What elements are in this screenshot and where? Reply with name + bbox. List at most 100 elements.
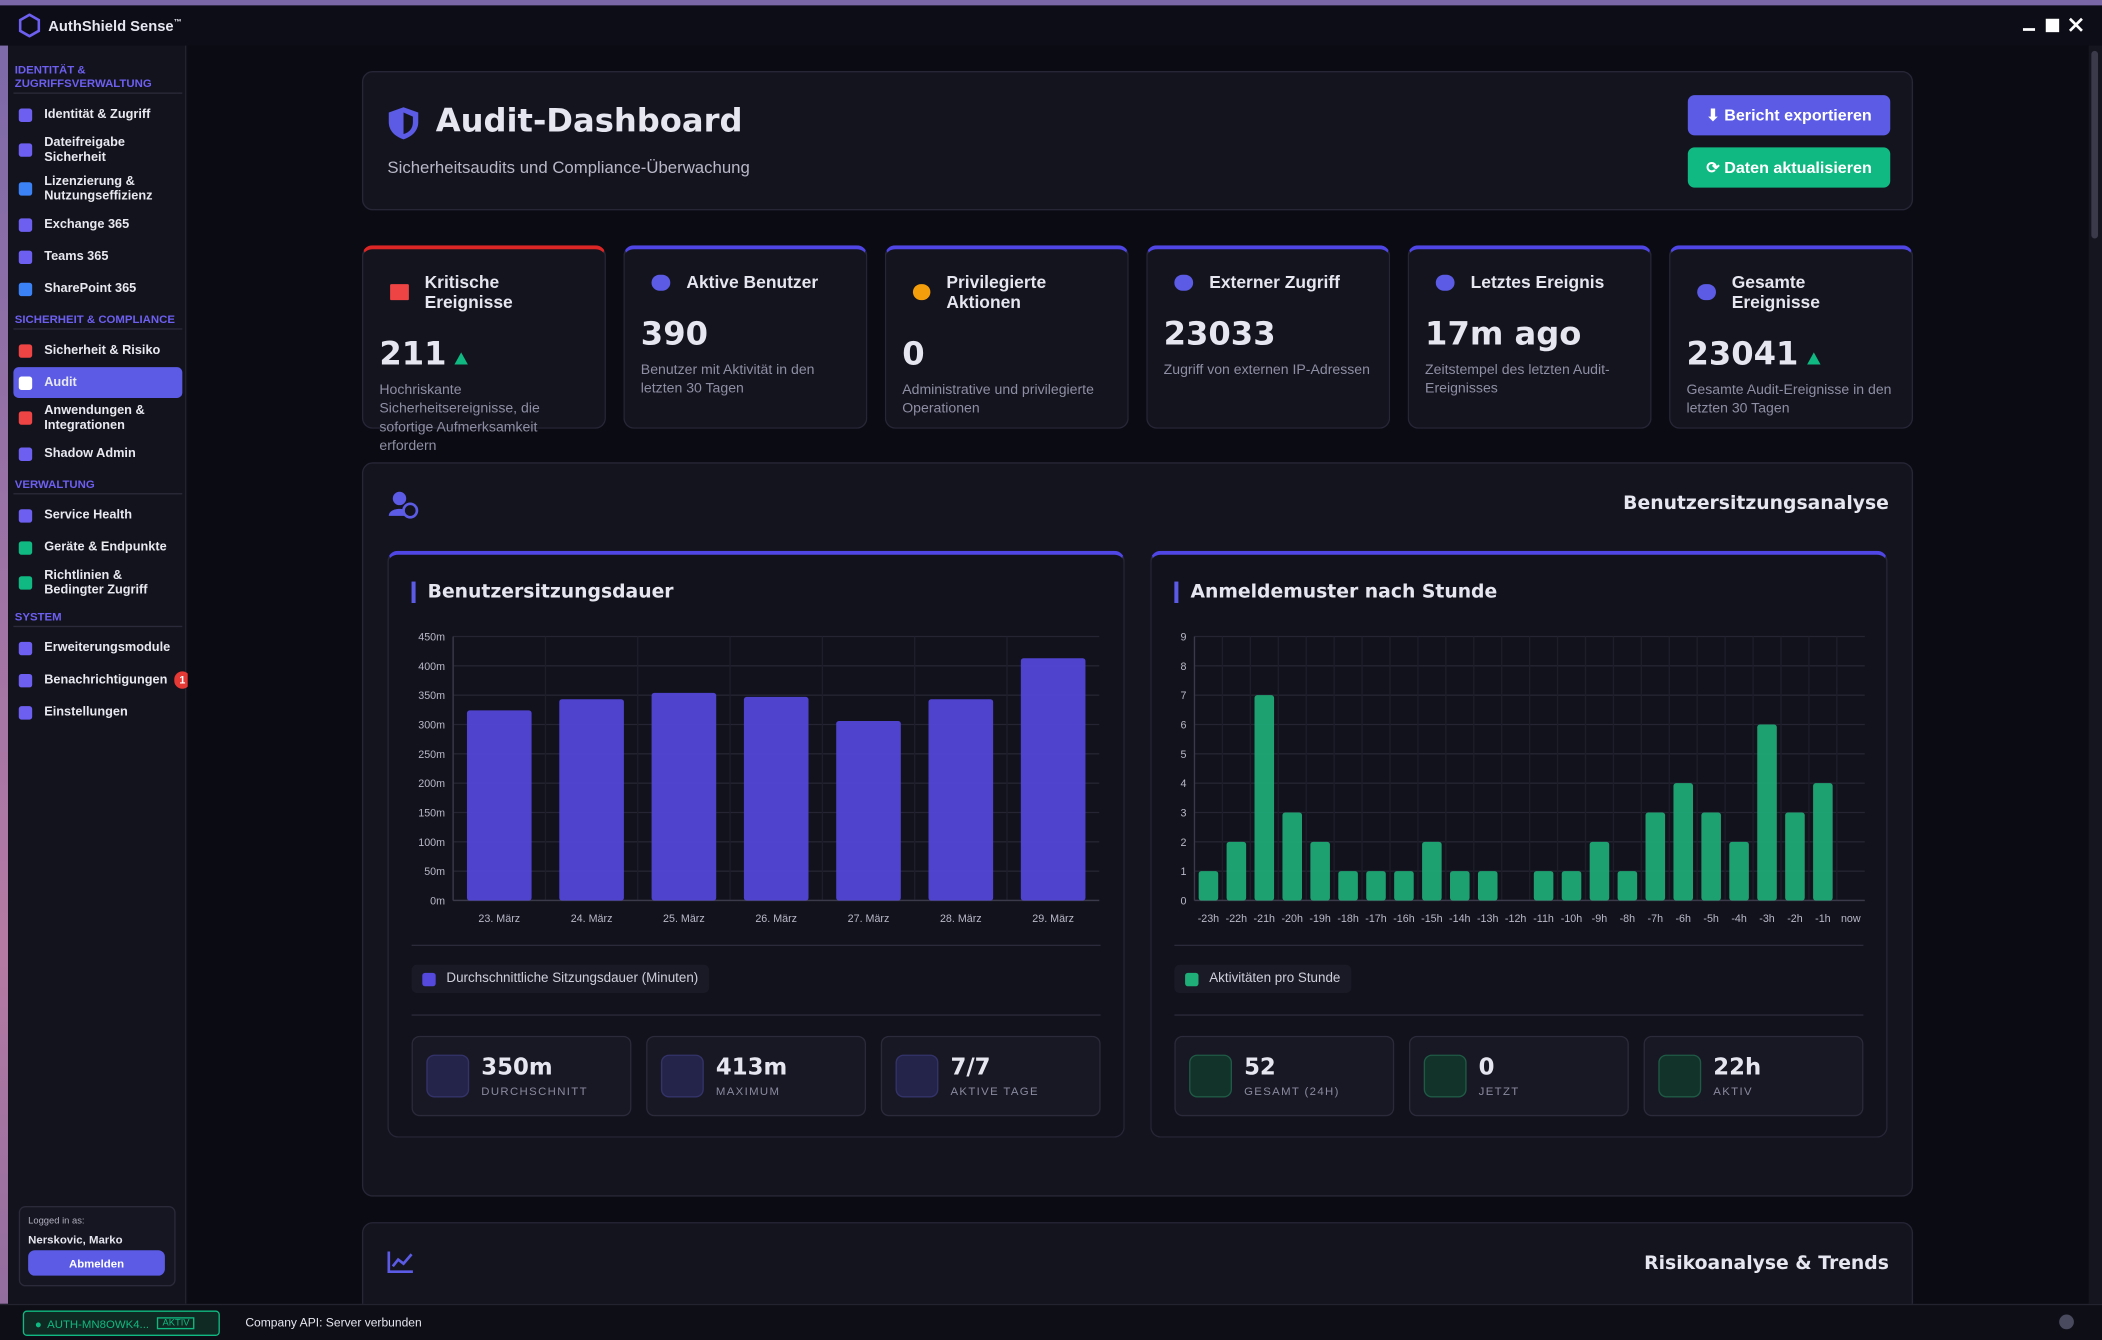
sidebar-section-title: VERWALTUNG — [13, 477, 183, 495]
sidebar-item[interactable]: Geräte & Endpunkte — [13, 532, 182, 563]
sidebar-icon — [18, 182, 33, 196]
sidebar-item[interactable]: Audit — [13, 367, 183, 398]
sidebar-item[interactable]: Exchange 365 — [13, 209, 182, 240]
bar — [743, 696, 809, 901]
bar — [1422, 841, 1442, 901]
sidebar-item[interactable]: SharePoint 365 — [13, 273, 182, 304]
header-card: Audit-Dashboard Sicherheitsaudits und Co… — [361, 71, 1914, 211]
x-tick-label: 27. März — [848, 913, 890, 925]
sidebar-icon — [18, 143, 33, 157]
bar — [1533, 871, 1554, 901]
y-tick-label: 5 — [1180, 749, 1186, 761]
trend-up-icon — [1806, 352, 1820, 365]
sidebar-item[interactable]: Anwendungen & Integrationen — [13, 399, 182, 437]
refresh-button[interactable]: ⟳ Daten aktualisieren — [1687, 147, 1891, 188]
bar — [466, 710, 532, 901]
app-name-text: AuthShield Sense — [48, 18, 174, 35]
legend-item[interactable]: Aktivitäten pro Stunde — [1174, 964, 1352, 993]
sidebar-item[interactable]: Dateifreigabe Sicherheit — [13, 131, 182, 169]
chart-card: Benutzersitzungsdauer 0m 50m 100m 150m 200m 25… — [387, 550, 1125, 1138]
sidebar-icon — [18, 641, 33, 655]
window-controls[interactable] — [2019, 16, 2086, 35]
y-tick-label: 9 — [1180, 632, 1186, 644]
button-label: Bericht exportieren — [1724, 105, 1872, 125]
scrollbar-thumb[interactable] — [2091, 50, 2099, 239]
sidebar-item[interactable]: Einstellungen — [13, 697, 182, 728]
button-label: Daten aktualisieren — [1724, 158, 1872, 177]
legend-item[interactable]: Durchschnittliche Sitzungsdauer (Minuten… — [411, 964, 710, 993]
instance-id: AUTH-MN8OWK4... — [47, 1316, 150, 1330]
notification-badge: 1 — [174, 671, 191, 689]
sidebar-item[interactable]: Service Health — [13, 500, 182, 531]
bar — [559, 699, 624, 901]
bar — [1477, 871, 1498, 901]
bar — [651, 692, 717, 901]
x-tick-label: 28. März — [940, 913, 982, 925]
sidebar-section-title: SICHERHEIT & COMPLIANCE — [13, 312, 183, 330]
x-tick-label: -19h — [1309, 913, 1330, 925]
x-tick-label: -13h — [1477, 913, 1498, 925]
x-tick-label: -12h — [1505, 913, 1526, 925]
trademark: ™ — [173, 19, 182, 28]
info-icon[interactable] — [2059, 1314, 2074, 1330]
kpi-label-text: Letztes Ereignis — [1470, 272, 1605, 293]
section-title: Risikoanalyse & Trends — [1644, 1252, 1889, 1275]
sidebar-item[interactable]: Sicherheit & Risiko — [13, 335, 182, 366]
stat-label: GESAMT (24H) — [1244, 1084, 1340, 1098]
kpi-label: Privilegierte Aktionen — [902, 272, 1111, 312]
sidebar-item-label: Benachrichtigungen — [44, 672, 168, 688]
stat-icon — [1189, 1054, 1233, 1098]
y-tick-label: 200m — [418, 778, 445, 790]
chart-card: Anmeldemuster nach Stunde 0 1 2 3 4 5 6 7 8 9 -23h -… — [1150, 550, 1888, 1138]
stat-box: 0 JETZT — [1408, 1035, 1629, 1117]
sidebar-item[interactable]: Erweiterungsmodule — [13, 632, 182, 663]
user-box: Logged in as: Nerskovic, Marko Abmelden — [18, 1206, 176, 1287]
y-tick-label: 4 — [1180, 778, 1186, 790]
sidebar-item-label: Identität & Zugriff — [44, 107, 151, 122]
sidebar-item[interactable]: Teams 365 — [13, 241, 182, 272]
bar — [1785, 812, 1805, 901]
y-tick-label: 8 — [1180, 661, 1186, 673]
x-tick-label: -11h — [1533, 913, 1554, 925]
trend-up-icon — [454, 352, 469, 365]
api-status: Company API: Server verbunden — [245, 1315, 422, 1330]
bar — [928, 699, 994, 901]
sidebar-item-label: Richtlinien & Bedingter Zugriff — [44, 568, 148, 598]
chart: 0m 50m 100m 150m 200m 250m 300m 350m 400m 450m 23.… — [418, 632, 1100, 925]
sidebar-item[interactable]: Lizenzierung & Nutzungseffizienz — [13, 170, 182, 208]
stat-box: 22h AKTIV — [1643, 1035, 1864, 1117]
sidebar-item-label: SharePoint 365 — [44, 281, 137, 297]
stat-text: 7/7 AKTIVE TAGE — [950, 1055, 1038, 1098]
scrollbar[interactable] — [2088, 45, 2102, 1304]
y-tick-label: 300m — [418, 720, 445, 732]
kpi-value: 0 — [902, 335, 1111, 373]
divider — [1174, 1014, 1864, 1016]
bar — [1757, 724, 1777, 901]
sidebar-icon — [18, 705, 33, 719]
kpi-label: Externer Zugriff — [1164, 272, 1373, 292]
kpi-value: 23041 — [1686, 335, 1895, 373]
sidebar-item[interactable]: Shadow Admin — [13, 438, 182, 469]
bar — [1729, 841, 1749, 901]
x-tick-label: -23h — [1198, 913, 1219, 925]
x-tick-label: -7h — [1648, 913, 1664, 925]
sidebar-item-label: Service Health — [44, 507, 133, 523]
divider — [1174, 944, 1864, 947]
sidebar-item[interactable]: Benachrichtigungen 1 — [13, 665, 191, 696]
kpi-label-text: Kritische Ereignisse — [424, 272, 513, 313]
stat-icon — [895, 1054, 939, 1098]
sidebar-item[interactable]: Richtlinien & Bedingter Zugriff — [13, 564, 182, 602]
x-tick-label: -4h — [1731, 913, 1747, 925]
logout-button[interactable]: Abmelden — [28, 1250, 165, 1276]
bar — [1589, 841, 1610, 901]
chart-title: Anmeldemuster nach Stunde — [1174, 581, 1497, 603]
export-button[interactable]: ⬇ Bericht exportieren — [1687, 95, 1891, 136]
sidebar-section-title: IDENTITÄT & ZUGRIFFSVERWALTUNG — [13, 63, 183, 94]
desktop-edge — [0, 45, 9, 1340]
y-tick-label: 6 — [1180, 720, 1186, 732]
kpi-value-text: 0 — [902, 335, 925, 373]
bar — [1617, 871, 1638, 901]
bar — [1701, 812, 1721, 901]
sidebar-item[interactable]: Identität & Zugriff — [13, 99, 182, 130]
